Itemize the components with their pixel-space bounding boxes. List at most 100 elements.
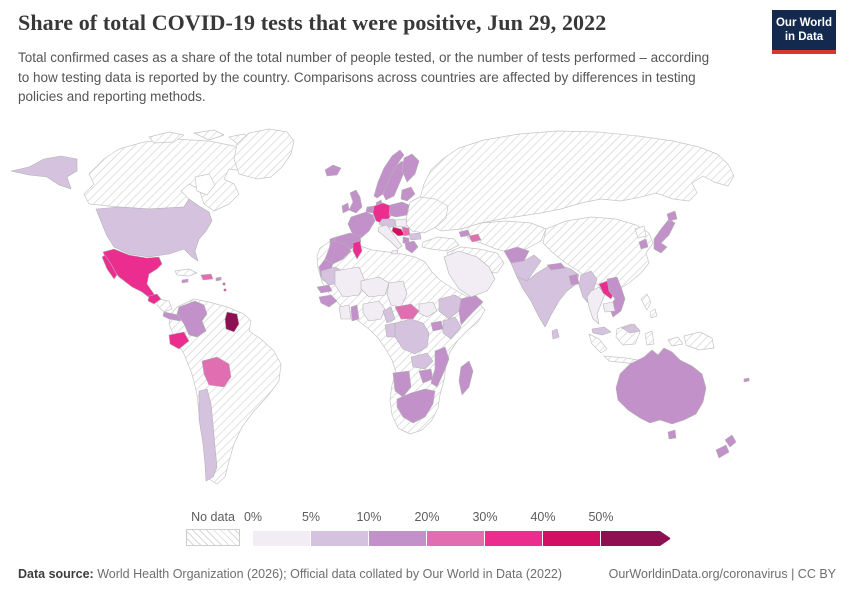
country-indonesia[interactable]	[644, 330, 655, 346]
country-finland[interactable]	[401, 153, 420, 183]
country-norway[interactable]	[373, 149, 405, 199]
country-fiji[interactable]	[743, 377, 750, 383]
country-uganda[interactable]	[430, 320, 444, 332]
country-cote-divoire[interactable]	[338, 304, 352, 320]
country-alaska[interactable]	[10, 155, 78, 190]
world-map[interactable]	[0, 126, 850, 508]
country-puerto-rico[interactable]	[215, 276, 222, 282]
country-guyana[interactable]	[224, 311, 240, 333]
country-cuba[interactable]	[174, 268, 198, 277]
region-costa-rica-panama[interactable]	[162, 311, 183, 322]
country-australia[interactable]	[615, 347, 707, 425]
country-azerbaijan[interactable]	[468, 233, 482, 243]
country-new-zealand-south[interactable]	[715, 444, 730, 459]
country-indonesia[interactable]	[588, 333, 608, 354]
country-central-african-republic[interactable]	[394, 303, 420, 320]
country-mexico[interactable]	[102, 248, 163, 300]
country-cambodia[interactable]	[602, 301, 616, 313]
country-chile[interactable]	[198, 388, 218, 482]
country-afghanistan[interactable]	[503, 246, 530, 264]
country-philippines[interactable]	[640, 293, 652, 311]
country-morocco[interactable]	[324, 240, 352, 265]
footer-link[interactable]: OurWorldinData.org/coronavirus | CC BY	[608, 567, 836, 581]
legend-bin-30-40%	[485, 531, 543, 546]
country-kenya[interactable]	[442, 316, 462, 340]
country-canada[interactable]	[83, 138, 255, 212]
region-kazakhstan-central-asia[interactable]	[460, 220, 547, 254]
region-china-mongolia[interactable]	[542, 216, 654, 292]
country-new-zealand[interactable]	[724, 434, 737, 448]
country-united-kingdom[interactable]	[348, 189, 363, 214]
owid-logo[interactable]: Our World in Data	[772, 10, 836, 54]
country-australia-tasmania[interactable]	[667, 429, 677, 440]
legend-tick-labels: 0% 5% 10% 20% 30% 40% 50%	[244, 510, 683, 527]
country-bolivia[interactable]	[201, 356, 232, 388]
country-sri-lanka[interactable]	[551, 328, 560, 340]
country-ecuador[interactable]	[168, 331, 190, 350]
country-namibia[interactable]	[392, 370, 412, 398]
country-dr-congo[interactable]	[394, 318, 430, 355]
country-south-africa[interactable]	[396, 388, 436, 424]
region-benelux[interactable]	[365, 205, 375, 214]
country-papua-new-guinea[interactable]	[683, 331, 715, 351]
country-senegal[interactable]	[316, 284, 333, 294]
region-gabon-congo[interactable]	[384, 322, 396, 338]
country-italy[interactable]	[377, 224, 403, 250]
region-russia-north-asia[interactable]	[419, 130, 735, 232]
country-lesser-antilles[interactable]	[222, 282, 226, 286]
country-greece[interactable]	[404, 240, 419, 254]
country-nigeria[interactable]	[362, 300, 386, 322]
country-guinea[interactable]	[318, 294, 338, 308]
country-france[interactable]	[347, 211, 376, 239]
country-lesser-antilles[interactable]	[223, 288, 227, 292]
country-niger[interactable]	[360, 276, 390, 298]
country-mozambique[interactable]	[430, 346, 450, 388]
country-georgia[interactable]	[458, 229, 471, 238]
region-baltic-states[interactable]	[400, 186, 416, 202]
country-malaysia[interactable]	[591, 326, 612, 336]
country-colombia[interactable]	[176, 300, 208, 338]
country-united-states[interactable]	[95, 198, 213, 262]
country-south-korea[interactable]	[638, 238, 649, 250]
country-thailand[interactable]	[586, 286, 606, 325]
legend-scale[interactable]: 0% 5% 10% 20% 30% 40% 50%	[244, 510, 683, 546]
country-cameroon[interactable]	[382, 306, 396, 324]
country-italy-sicily[interactable]	[391, 249, 399, 255]
region-arabian-peninsula[interactable]	[443, 250, 496, 298]
country-north-korea[interactable]	[634, 225, 647, 239]
country-croatia[interactable]	[391, 226, 406, 237]
arctic-island[interactable]	[193, 129, 225, 141]
country-hispaniola[interactable]	[200, 273, 214, 281]
region-ukraine-belarus-romania[interactable]	[405, 196, 449, 234]
country-indonesia[interactable]	[667, 336, 684, 347]
legend-tick-5%: 5%	[301, 510, 321, 524]
country-nepal[interactable]	[546, 262, 566, 271]
region-honduras-nicaragua[interactable]	[156, 298, 173, 313]
data-source: Data source: World Health Organization (…	[18, 567, 562, 581]
country-south-sudan[interactable]	[418, 301, 438, 318]
country-guatemala[interactable]	[147, 293, 162, 305]
country-philippines[interactable]	[649, 308, 658, 319]
country-greenland[interactable]	[233, 128, 295, 180]
region-hungary-slovakia[interactable]	[394, 218, 408, 228]
country-malaysia-borneo[interactable]	[621, 323, 641, 334]
region-mali-burkina-faso[interactable]	[334, 266, 366, 298]
country-turkey[interactable]	[421, 236, 460, 252]
country-india[interactable]	[516, 264, 580, 328]
country-bangladesh[interactable]	[568, 273, 580, 286]
country-zambia[interactable]	[410, 352, 434, 370]
arctic-island[interactable]	[148, 131, 185, 144]
legend-no-data[interactable]: No data	[186, 510, 240, 546]
country-iceland[interactable]	[324, 164, 342, 177]
country-madagascar[interactable]	[458, 360, 474, 396]
region-south-america-nodata[interactable]	[168, 298, 282, 485]
country-bulgaria[interactable]	[408, 232, 422, 241]
country-ireland[interactable]	[341, 202, 350, 214]
country-tunisia[interactable]	[352, 240, 363, 260]
country-jamaica[interactable]	[181, 278, 189, 284]
country-poland[interactable]	[388, 201, 410, 218]
country-mexico-baja[interactable]	[101, 254, 118, 280]
country-japan[interactable]	[653, 218, 676, 254]
country-japan-hokkaido[interactable]	[666, 210, 678, 222]
country-ghana[interactable]	[350, 304, 360, 322]
